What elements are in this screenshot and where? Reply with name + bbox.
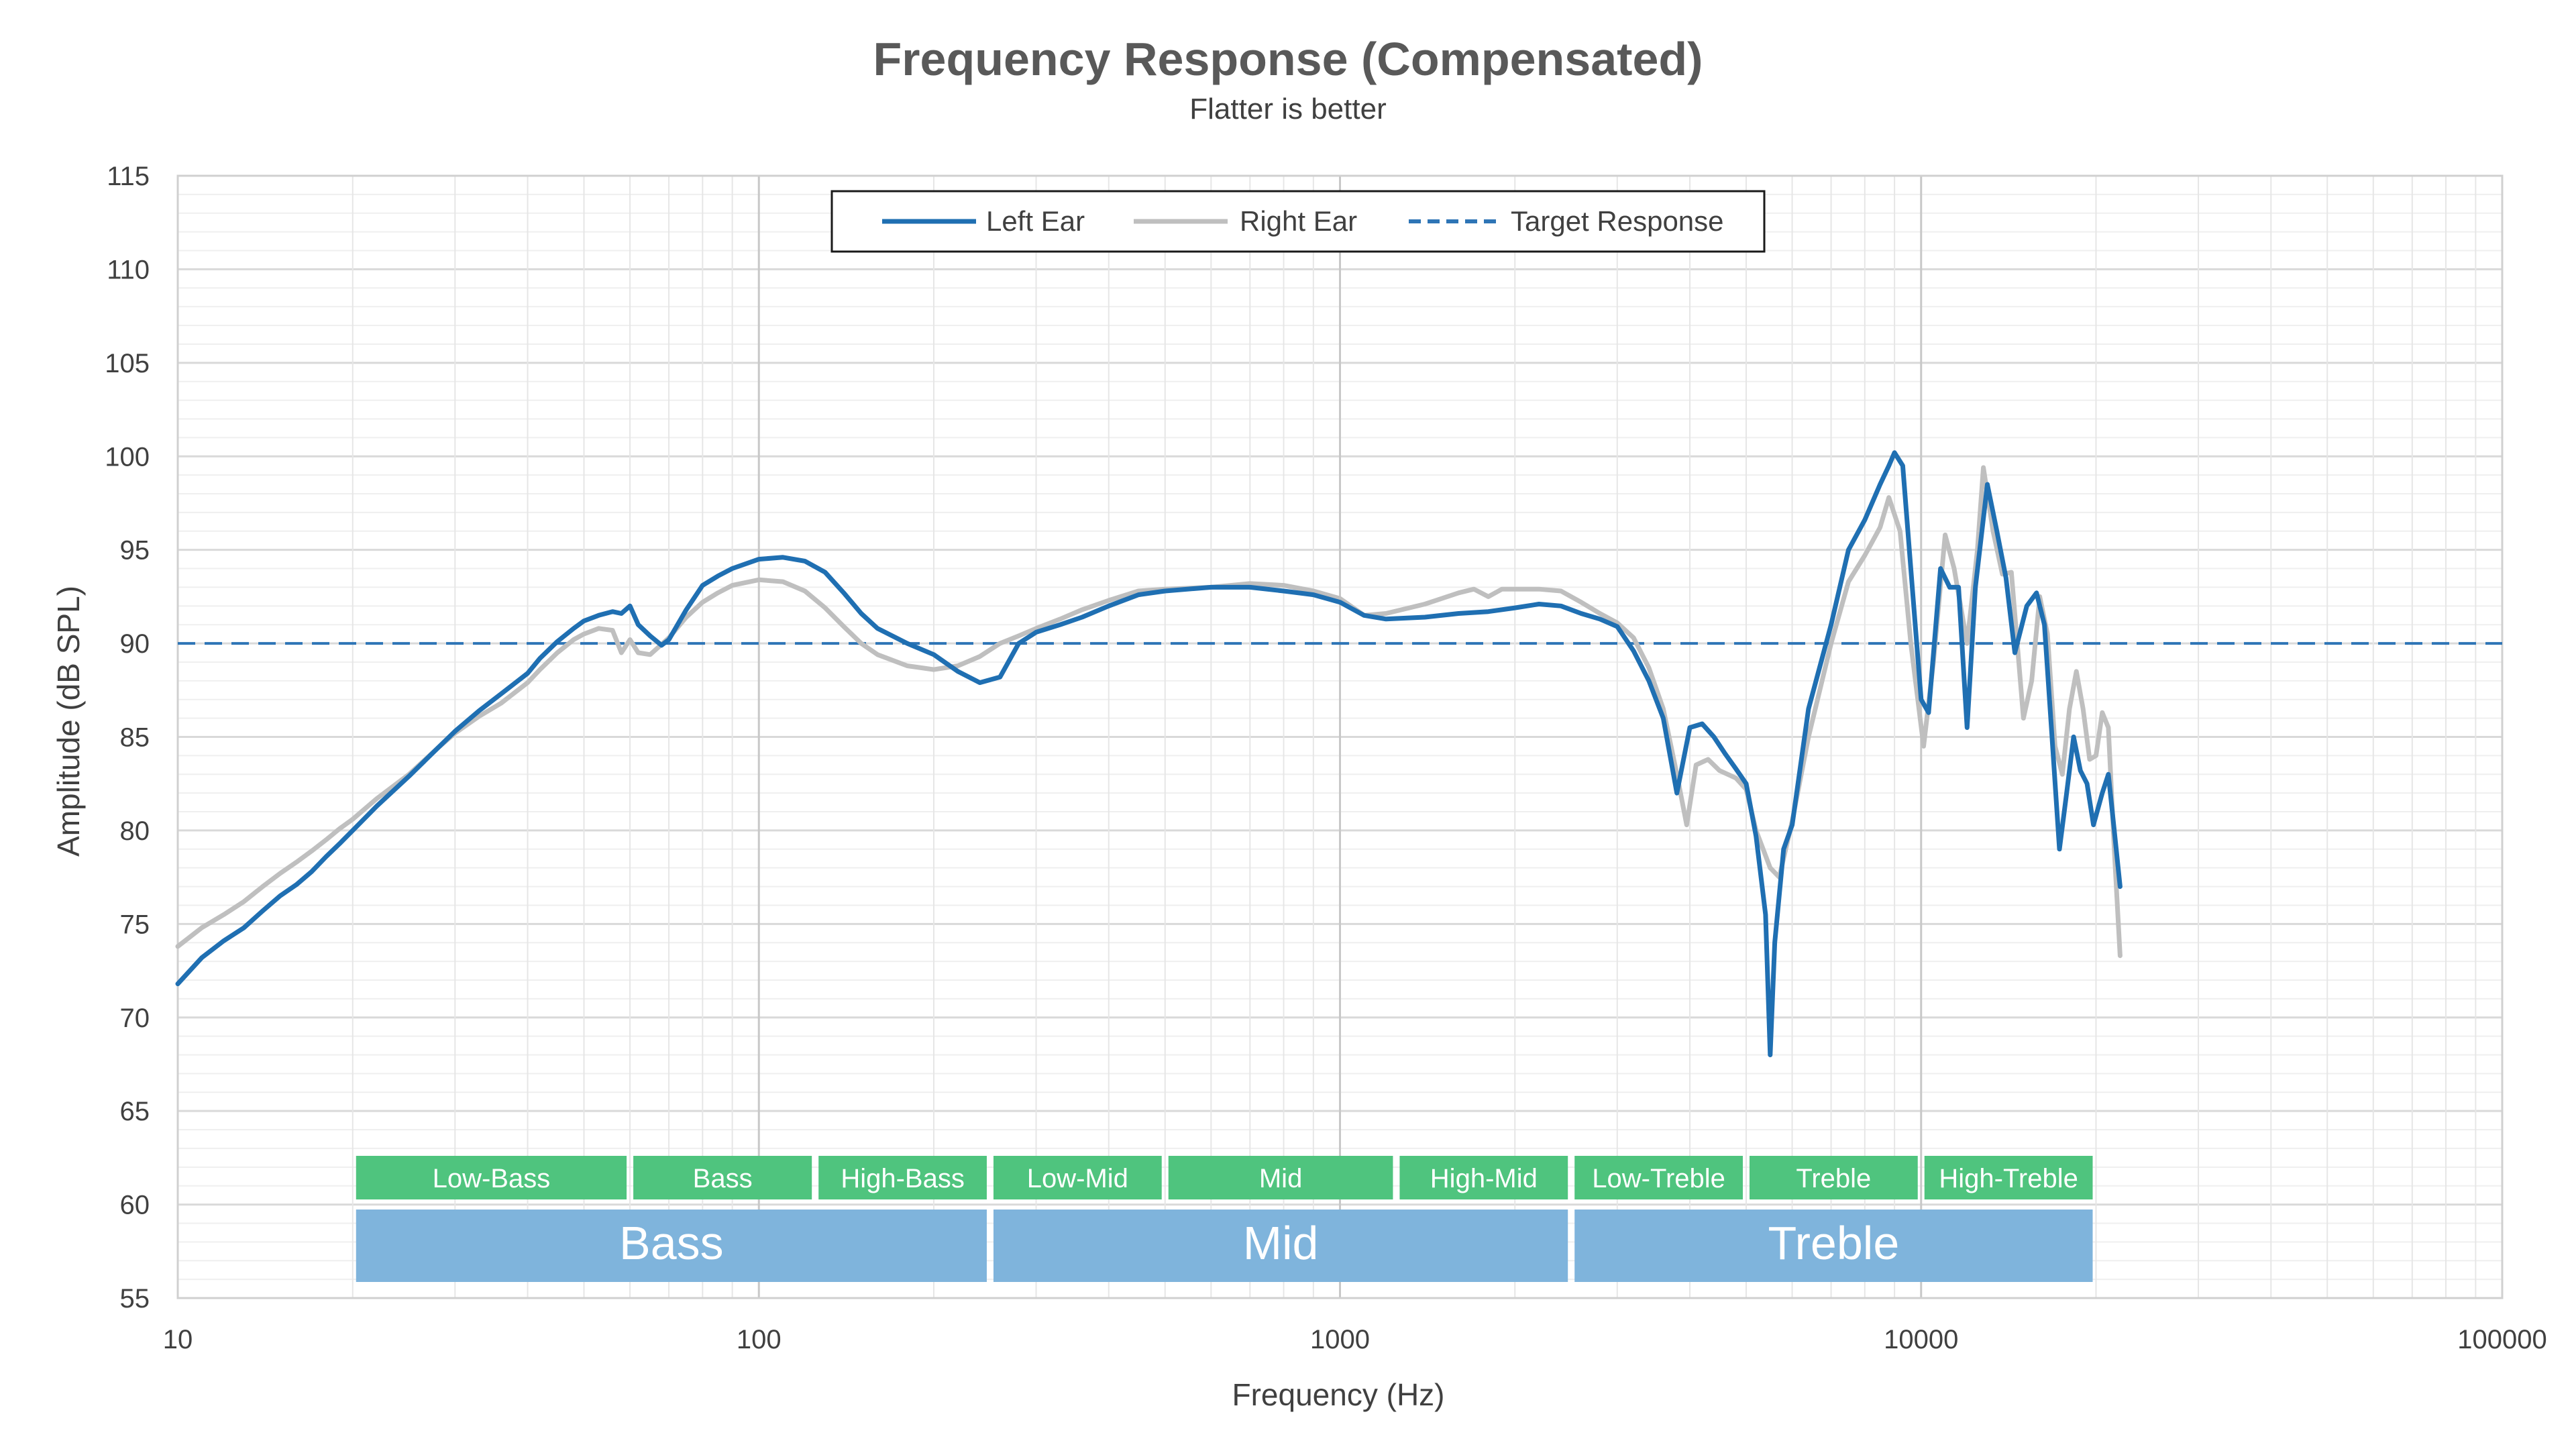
y-tick-label: 75	[120, 910, 150, 939]
legend-label: Left Ear	[986, 205, 1085, 237]
series	[175, 450, 2502, 1057]
y-axis-label: Amplitude (dB SPL)	[51, 586, 86, 857]
y-tick-label: 90	[120, 629, 150, 659]
y-tick-label: 80	[120, 816, 150, 846]
band-box-large	[1574, 1210, 2093, 1282]
series-line-left-ear	[175, 450, 2123, 1057]
y-tick-label: 55	[120, 1284, 150, 1313]
y-tick-label: 110	[107, 255, 150, 284]
band-label-small: Low-Mid	[1027, 1164, 1128, 1193]
y-tick-label: 85	[120, 723, 150, 753]
band-label-large: Treble	[1768, 1217, 1899, 1269]
band-box-small	[356, 1156, 627, 1199]
y-tick-label: 115	[107, 162, 150, 191]
band-box-large	[993, 1210, 1568, 1282]
y-tick-label: 70	[120, 1004, 150, 1033]
band-box-small	[1924, 1156, 2093, 1199]
band-label-large: Bass	[619, 1217, 724, 1269]
band-label-small: High-Mid	[1430, 1164, 1538, 1193]
band-label-small: Low-Bass	[433, 1164, 551, 1193]
band-box-small	[818, 1156, 987, 1199]
band-label-small: Treble	[1796, 1164, 1871, 1193]
y-tick-label: 65	[120, 1097, 150, 1126]
band-box-small	[633, 1156, 812, 1199]
x-tick-label: 10	[163, 1325, 193, 1354]
x-tick-label: 100	[737, 1325, 782, 1354]
legend-label: Right Ear	[1240, 205, 1357, 237]
series-line-right-ear	[175, 465, 2123, 959]
band-label-small: Low-Treble	[1592, 1164, 1725, 1193]
legend-label: Target Response	[1511, 205, 1724, 237]
band-box-small	[1574, 1156, 1743, 1199]
chart-title: Frequency Response (Compensated)	[873, 33, 1703, 85]
band-box-large	[356, 1210, 987, 1282]
chart-subtitle: Flatter is better	[1189, 93, 1387, 125]
band-box-small	[1168, 1156, 1393, 1199]
y-tick-label: 60	[120, 1191, 150, 1220]
axis-ticks: 55 60 65 70 75 80 85 90 95 100 105 110 115 10 100 1000 1…	[105, 162, 2546, 1354]
y-tick-label: 95	[120, 536, 150, 566]
grid	[176, 174, 2504, 1299]
x-tick-label: 1000	[1310, 1325, 1370, 1354]
y-tick-label: 100	[105, 442, 150, 472]
band-label-large: Mid	[1243, 1217, 1319, 1269]
x-tick-label: 100000	[2457, 1325, 2546, 1354]
band-box-small	[993, 1156, 1162, 1199]
plot-border	[176, 174, 2504, 1299]
band-label-small: High-Treble	[1939, 1164, 2078, 1193]
legend-box	[830, 190, 1766, 253]
band-label-small: High-Bass	[841, 1164, 965, 1193]
band-box-small	[1399, 1156, 1568, 1199]
band-label-small: Mid	[1259, 1164, 1302, 1193]
band-box-small	[1749, 1156, 1918, 1199]
band-label-small: Bass	[693, 1164, 753, 1193]
y-tick-label: 105	[105, 349, 150, 378]
frequency-bands: Low-Bass Bass High-Bass Low-Mid Mid High-Mid L…	[356, 1156, 2093, 1282]
x-axis-label: Frequency (Hz)	[1232, 1377, 1445, 1412]
legend: Left Ear Right Ear Target Response	[830, 190, 1766, 253]
x-tick-label: 10000	[1884, 1325, 1958, 1354]
